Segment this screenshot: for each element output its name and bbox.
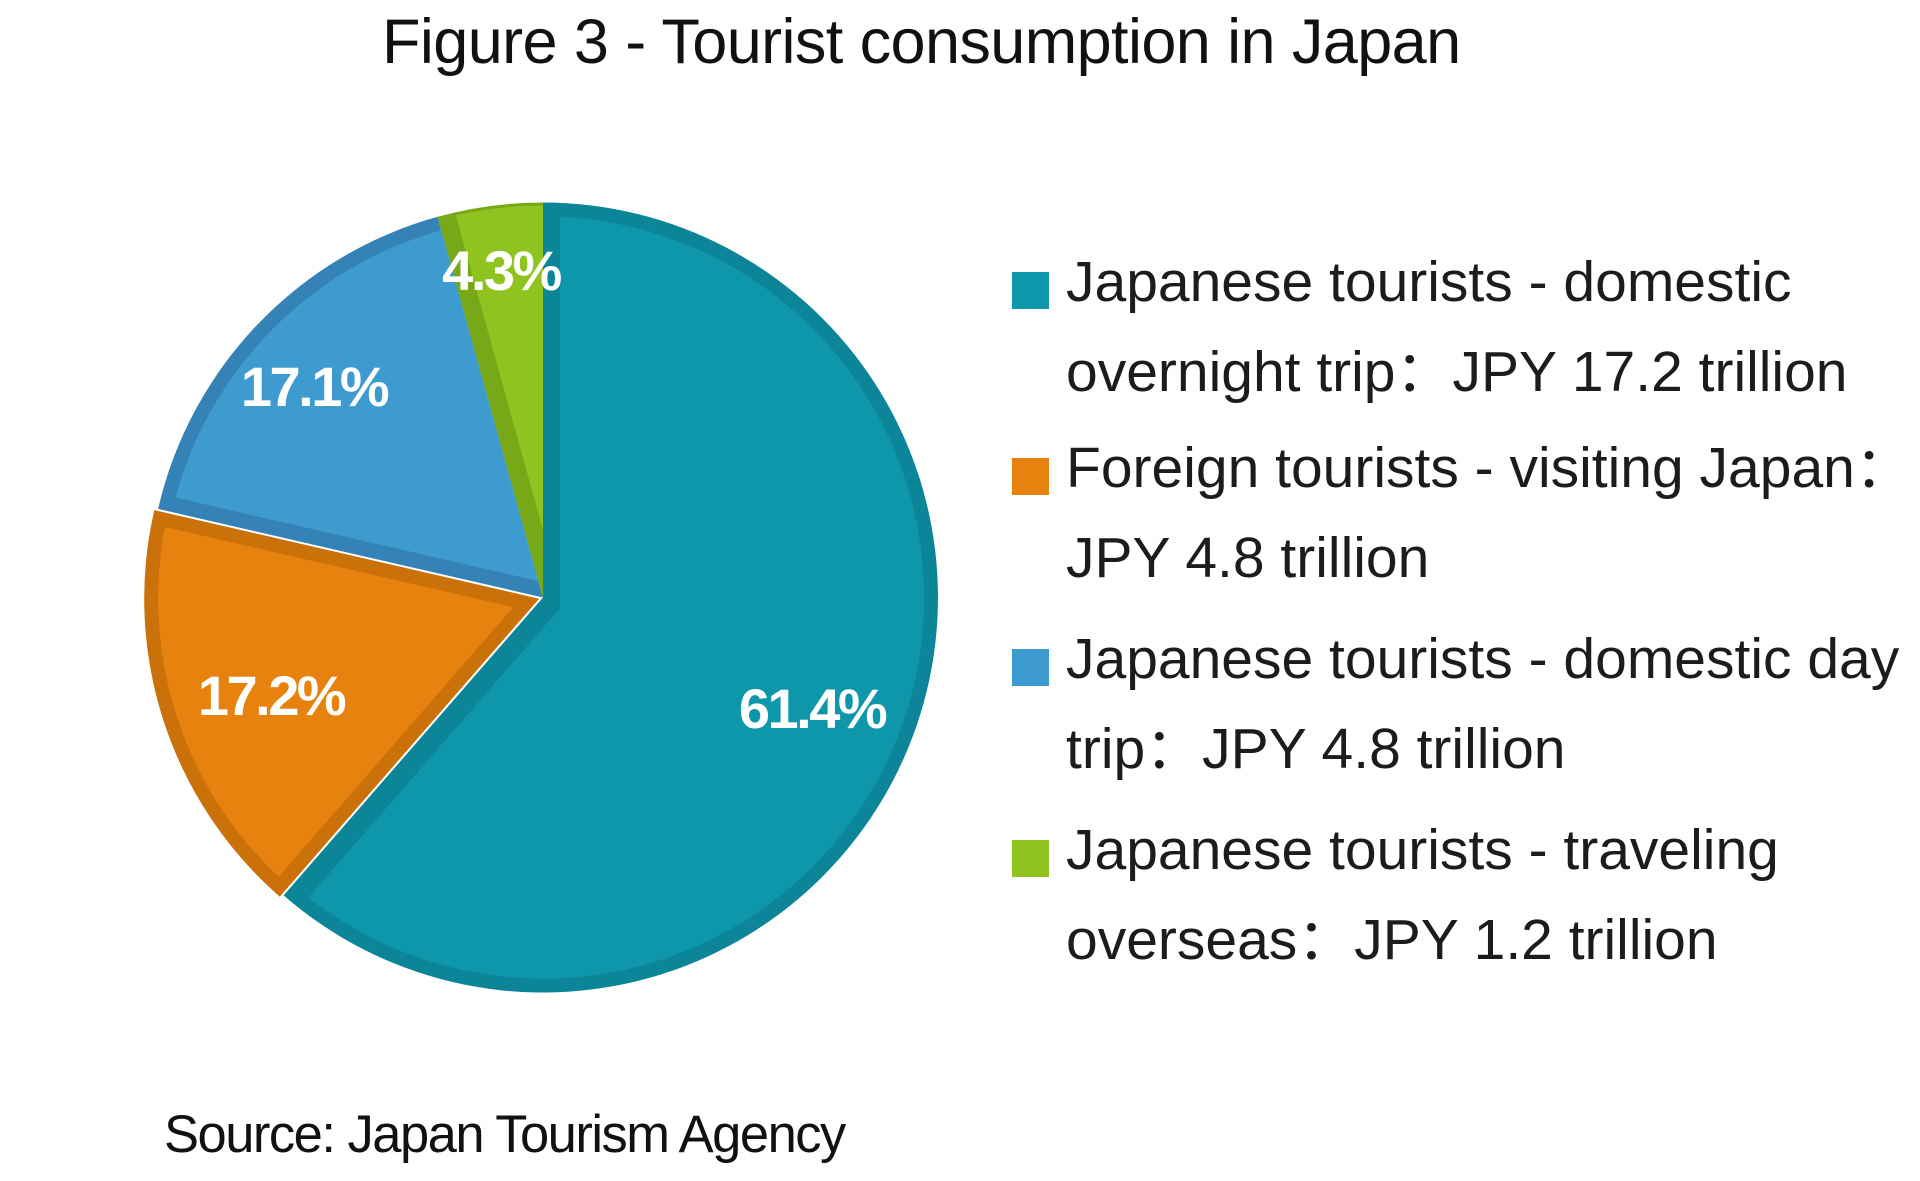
svg-text:4.3%: 4.3% bbox=[442, 239, 561, 302]
svg-text:61.4%: 61.4% bbox=[739, 677, 887, 740]
svg-text:17.1%: 17.1% bbox=[241, 355, 389, 418]
svg-text:17.2%: 17.2% bbox=[198, 664, 346, 727]
